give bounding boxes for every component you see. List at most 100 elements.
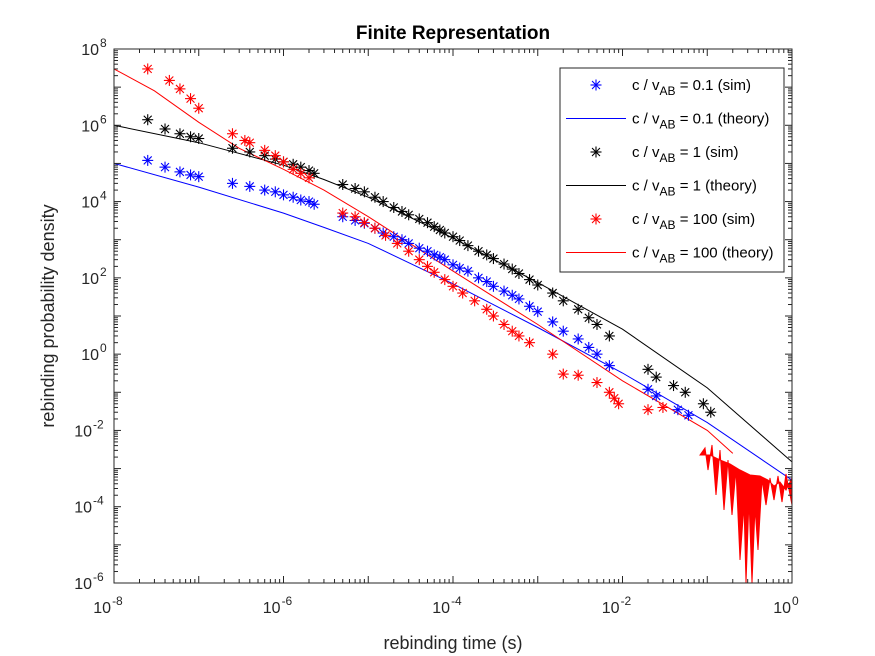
sim-point [337, 179, 349, 191]
noise-tail [699, 444, 792, 583]
sim-point [572, 333, 584, 345]
sim-point [454, 235, 466, 247]
sim-point [278, 156, 289, 168]
sim-point [413, 254, 425, 266]
sim-point [447, 231, 459, 243]
sim-point [388, 201, 400, 213]
sim-point [557, 325, 569, 337]
sim-point [513, 268, 525, 280]
sim-point [583, 312, 595, 324]
sim-point [244, 146, 256, 158]
sim-point [454, 262, 466, 274]
sim-point [668, 380, 680, 392]
sim-point [532, 279, 544, 291]
sim-point [447, 280, 459, 292]
sim-point [481, 303, 493, 315]
sim-point [547, 287, 559, 299]
sim-point [557, 295, 569, 307]
data-layer [114, 63, 792, 481]
legend-box [559, 67, 785, 273]
sim-point [613, 398, 625, 410]
sim-point [358, 217, 370, 229]
legend: c / vAB = 0.1 (sim) c / vAB = 0.1 (theory… [559, 67, 785, 273]
sim-point [159, 161, 171, 173]
sim-point [679, 386, 691, 398]
sim-point [583, 341, 595, 353]
sim-point [185, 169, 197, 181]
sim-point [142, 114, 154, 126]
legend-entry-label: c / vAB = 1 (sim) [632, 144, 738, 165]
sim-point [337, 207, 349, 219]
sim-point [513, 293, 525, 305]
sim-point [295, 167, 307, 179]
sim-point [174, 128, 186, 140]
sim-point [591, 318, 603, 330]
sim-point [498, 318, 510, 330]
sim-point [682, 409, 694, 421]
sim-point [487, 253, 499, 265]
sim-point [287, 191, 299, 203]
sim-point [226, 142, 238, 154]
legend-entry-label: c / vAB = 100 (sim) [632, 211, 755, 232]
sim-point [498, 258, 510, 270]
legend-marker [590, 79, 602, 91]
sim-point [244, 180, 256, 192]
sim-point [642, 363, 654, 375]
sim-point [469, 295, 481, 307]
legend-marker [590, 213, 602, 225]
chart-title: Finite Representation [356, 23, 550, 44]
sim-point [287, 163, 299, 175]
y-axis-label: rebinding probability density [38, 204, 58, 427]
sim-point [413, 242, 425, 254]
sim-point [657, 401, 669, 413]
sim-point [591, 377, 603, 389]
sim-point [650, 371, 662, 383]
sim-point [705, 406, 717, 418]
sim-point [524, 337, 536, 349]
sim-point [142, 154, 154, 166]
sim-point [457, 287, 469, 299]
sim-point [697, 398, 709, 410]
sim-point [572, 303, 584, 315]
sim-point [487, 310, 499, 322]
sim-point [447, 259, 459, 271]
sim-point [269, 150, 281, 162]
sim-point [159, 123, 171, 135]
sim-point [481, 276, 493, 288]
sim-point [603, 330, 615, 342]
sim-point [473, 245, 485, 257]
legend-entry-label: c / vAB = 100 (theory) [632, 245, 774, 266]
sim-point [226, 177, 238, 189]
sim-point [462, 240, 474, 252]
sim-point [303, 172, 315, 184]
theory-line-series-0 [114, 162, 792, 481]
theory-line-series-4 [114, 68, 734, 454]
sim-point [591, 348, 603, 360]
legend-entry-label: c / vAB = 0.1 (sim) [632, 77, 751, 98]
sim-point [506, 325, 518, 337]
sim-point [142, 63, 154, 75]
sim-point [413, 213, 425, 225]
sim-point [403, 209, 415, 221]
sim-point [369, 222, 381, 234]
sim-point [428, 221, 440, 233]
red-theory-noise-tail [699, 444, 792, 583]
sim-point [391, 237, 403, 249]
sim-point [532, 306, 544, 318]
x-axis-label: rebinding time (s) [383, 633, 522, 653]
sim-point [513, 330, 525, 342]
sim-point [349, 211, 361, 223]
sim-point [295, 194, 307, 206]
sim-point [174, 83, 186, 95]
sim-point [524, 300, 536, 312]
legend-marker [590, 146, 602, 158]
sim-point [603, 386, 615, 398]
sim-point [278, 189, 289, 201]
sim-point [193, 171, 205, 183]
sim-point [672, 404, 684, 416]
legend-entry-label: c / vAB = 0.1 (theory) [632, 111, 769, 132]
sim-point [358, 186, 370, 198]
sim-point [174, 166, 186, 178]
sim-point [369, 191, 381, 203]
sim-point [462, 265, 474, 277]
